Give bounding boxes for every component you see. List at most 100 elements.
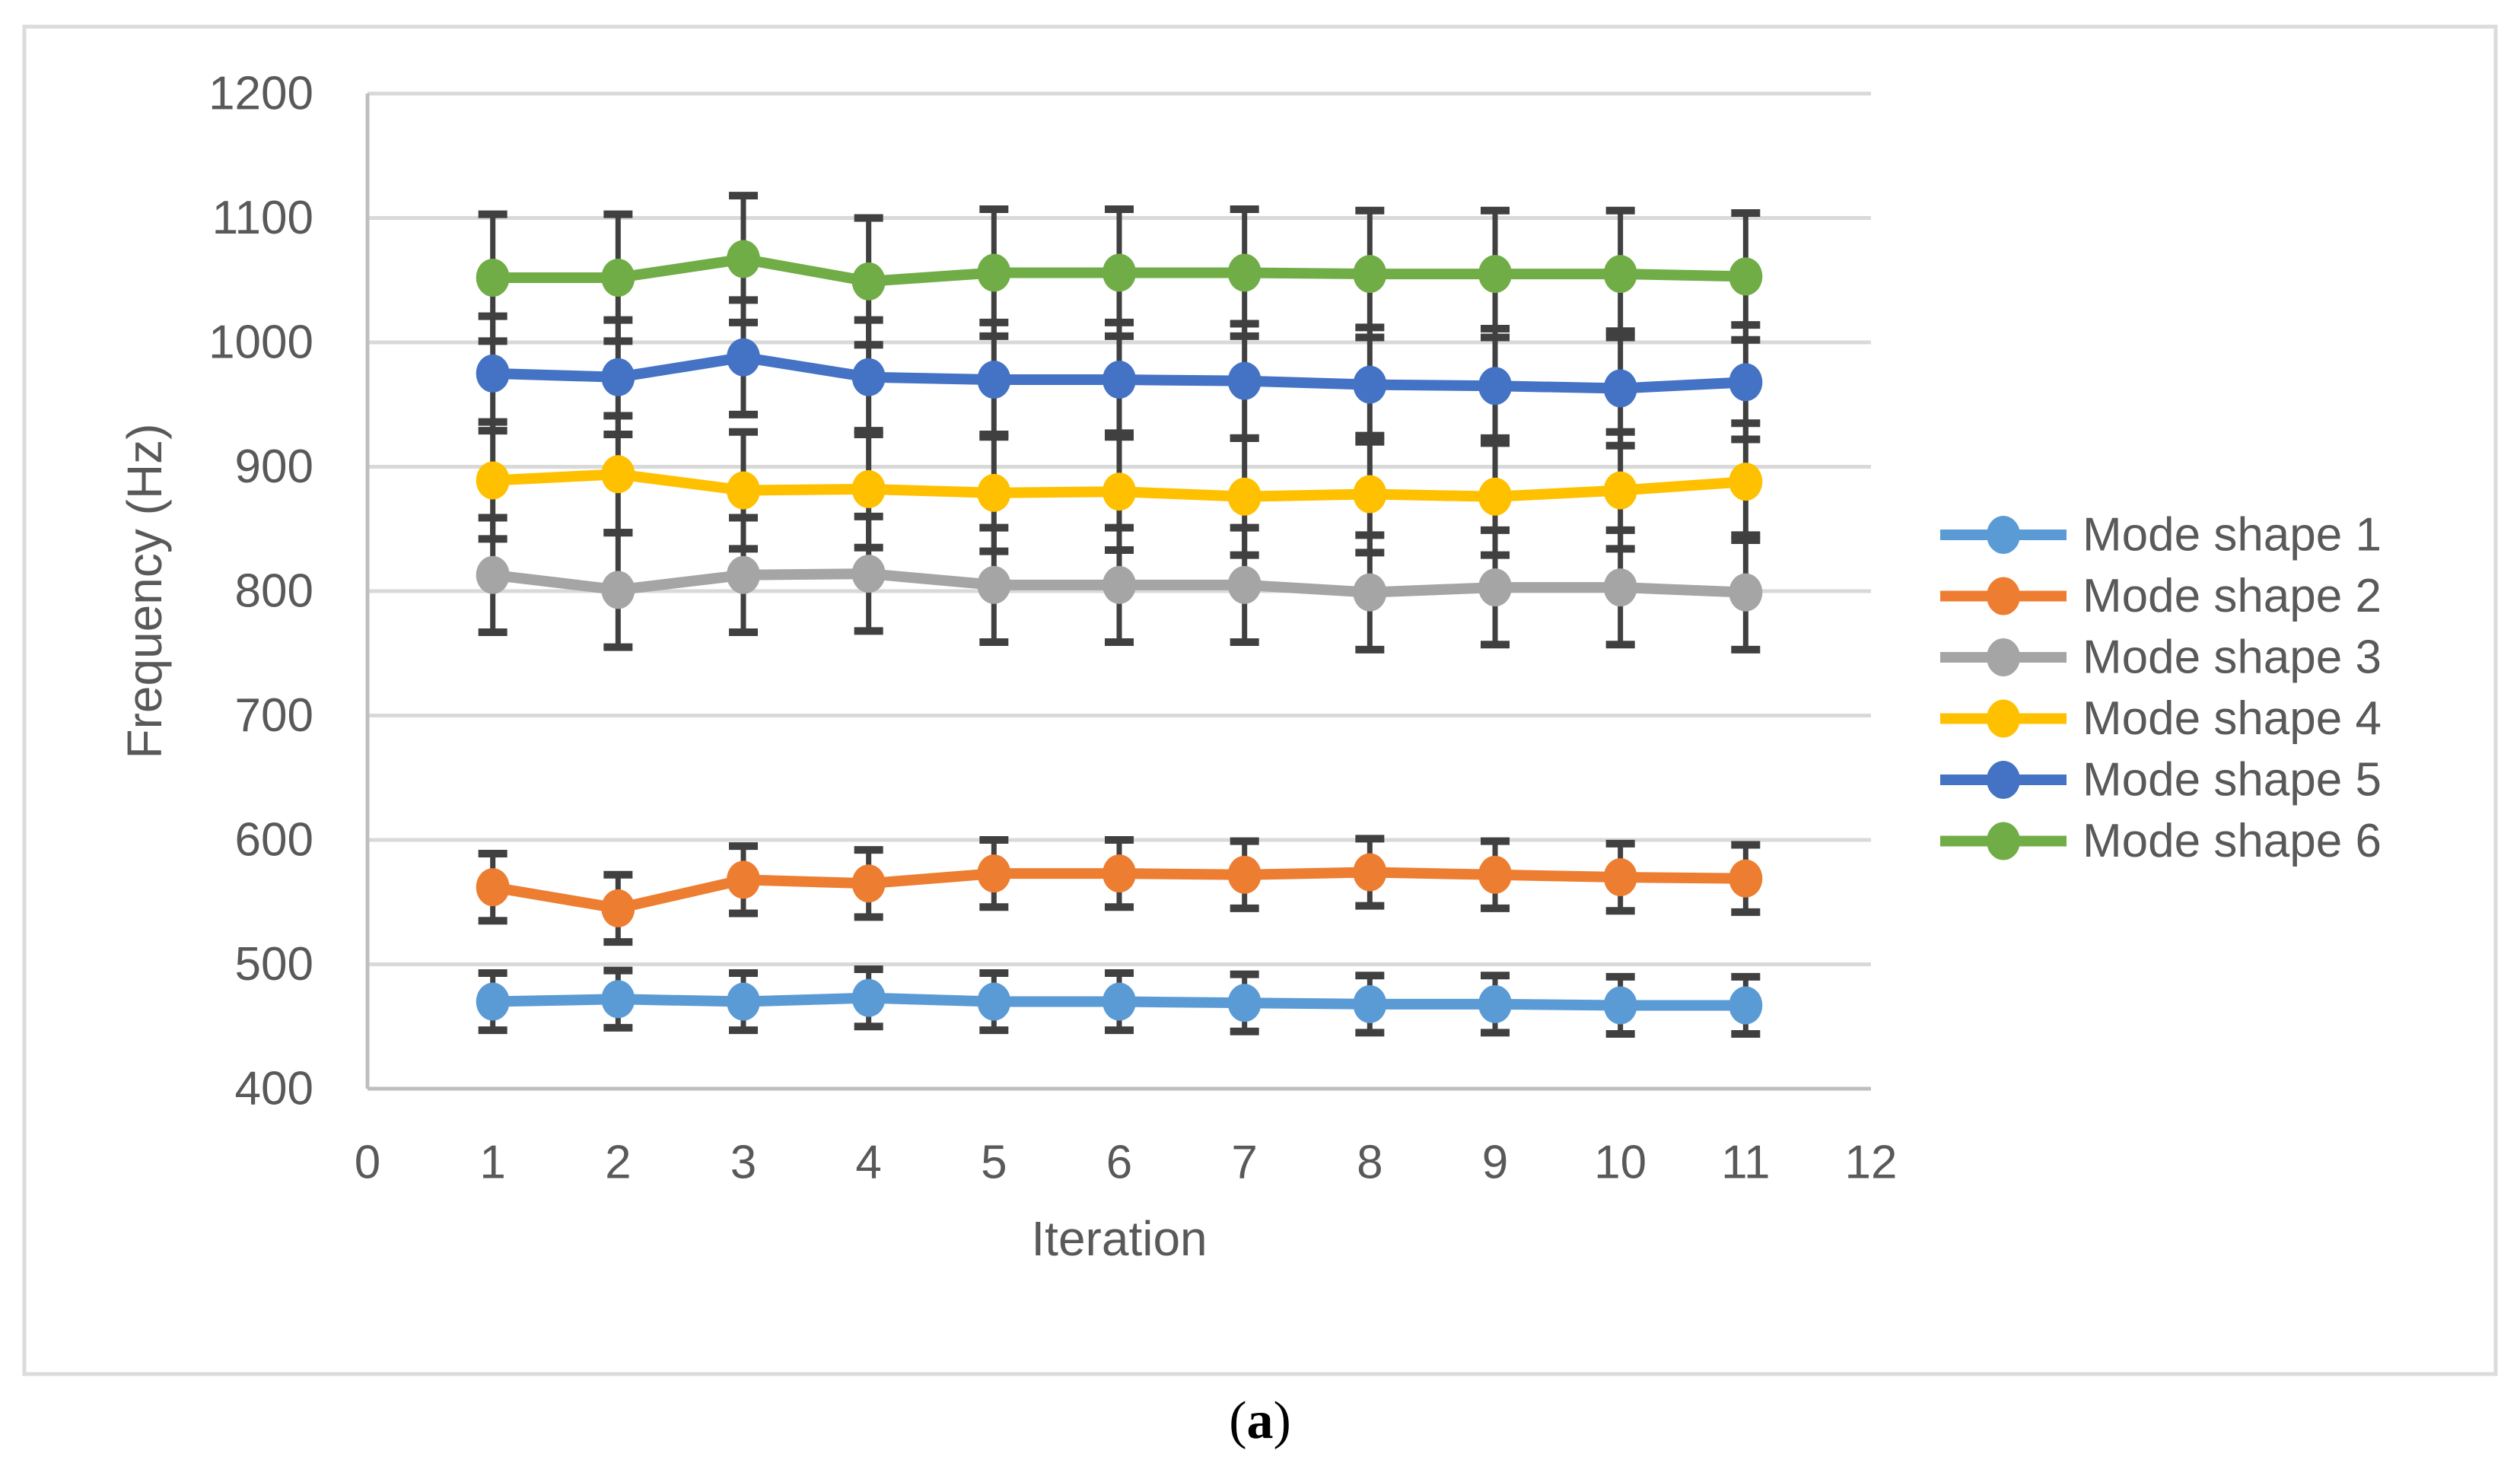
legend-marker-mode-shape-1 — [1987, 516, 2020, 554]
marker-mode-shape-1 — [1603, 986, 1637, 1025]
legend-label-mode-shape-5: Mode shape 5 — [2082, 754, 2382, 806]
x-tick-label: 5 — [981, 1137, 1007, 1189]
panel-label-close: ) — [1273, 1392, 1291, 1450]
marker-mode-shape-4 — [977, 473, 1011, 512]
marker-mode-shape-5 — [1102, 361, 1136, 399]
marker-mode-shape-6 — [727, 240, 760, 278]
marker-mode-shape-5 — [727, 338, 760, 377]
marker-mode-shape-3 — [476, 555, 510, 594]
marker-mode-shape-1 — [851, 978, 886, 1017]
marker-mode-shape-5 — [476, 354, 510, 393]
marker-mode-shape-1 — [476, 982, 510, 1021]
legend-label-mode-shape-6: Mode shape 6 — [2082, 815, 2382, 867]
marker-mode-shape-4 — [601, 455, 635, 494]
marker-mode-shape-2 — [476, 868, 510, 907]
marker-mode-shape-1 — [1478, 984, 1512, 1023]
x-tick-label: 3 — [730, 1137, 756, 1189]
marker-mode-shape-2 — [1729, 859, 1763, 898]
marker-mode-shape-3 — [851, 555, 886, 593]
marker-mode-shape-2 — [601, 889, 635, 927]
marker-mode-shape-4 — [1603, 471, 1637, 510]
marker-mode-shape-5 — [1603, 369, 1637, 408]
legend-marker-mode-shape-5 — [1987, 761, 2020, 799]
legend-label-mode-shape-4: Mode shape 4 — [2082, 692, 2382, 745]
marker-mode-shape-4 — [1102, 472, 1136, 511]
marker-mode-shape-2 — [1353, 853, 1387, 892]
marker-mode-shape-4 — [1729, 463, 1763, 501]
marker-mode-shape-4 — [851, 469, 886, 508]
x-tick-label: 6 — [1106, 1137, 1132, 1189]
marker-mode-shape-6 — [476, 258, 510, 297]
marker-mode-shape-2 — [1102, 854, 1136, 893]
marker-mode-shape-1 — [1227, 984, 1262, 1023]
y-tick-label: 400 — [235, 1063, 313, 1115]
marker-mode-shape-3 — [1603, 568, 1637, 607]
marker-mode-shape-3 — [1102, 565, 1136, 604]
marker-mode-shape-1 — [727, 982, 760, 1021]
marker-mode-shape-3 — [977, 565, 1011, 604]
marker-mode-shape-6 — [1102, 253, 1136, 292]
legend-item-mode-shape-3: Mode shape 3 — [1940, 631, 2382, 684]
marker-mode-shape-2 — [1603, 858, 1637, 897]
x-tick-label: 11 — [1721, 1137, 1770, 1189]
marker-mode-shape-4 — [1227, 477, 1262, 516]
marker-mode-shape-3 — [1353, 573, 1387, 612]
x-tick-label: 9 — [1482, 1137, 1508, 1189]
y-tick-label: 800 — [235, 565, 313, 618]
legend: Mode shape 1 Mode shape 2 Mode shape 3 Mode… — [1940, 509, 2382, 867]
legend-item-mode-shape-6: Mode shape 6 — [1940, 815, 2382, 867]
marker-mode-shape-2 — [1227, 855, 1262, 894]
marker-mode-shape-6 — [601, 258, 635, 297]
marker-mode-shape-3 — [601, 571, 635, 609]
series-mode-shape-5 — [476, 338, 1763, 408]
marker-mode-shape-4 — [727, 471, 760, 510]
x-tick-label: 7 — [1231, 1137, 1257, 1189]
x-tick-label: 12 — [1845, 1137, 1898, 1189]
y-tick-label: 1100 — [212, 192, 313, 244]
legend-label-mode-shape-1: Mode shape 1 — [2082, 509, 2382, 561]
marker-mode-shape-5 — [1227, 361, 1262, 400]
legend-label-mode-shape-2: Mode shape 2 — [2082, 570, 2382, 622]
panel-label-open: ( — [1229, 1392, 1247, 1450]
marker-mode-shape-6 — [1353, 255, 1387, 294]
series-mode-shape-6 — [476, 240, 1763, 301]
y-tick-label: 1000 — [208, 316, 313, 369]
x-tick-label: 1 — [479, 1137, 505, 1189]
series-lines — [476, 240, 1763, 1025]
x-tick-label: 10 — [1594, 1137, 1647, 1189]
marker-mode-shape-5 — [851, 358, 886, 396]
legend-marker-mode-shape-3 — [1987, 638, 2020, 676]
marker-mode-shape-3 — [1227, 565, 1262, 604]
y-tick-label: 700 — [235, 689, 313, 742]
marker-mode-shape-2 — [1478, 855, 1512, 894]
marker-mode-shape-1 — [601, 980, 635, 1019]
marker-mode-shape-1 — [1353, 984, 1387, 1023]
marker-mode-shape-1 — [1102, 982, 1136, 1021]
marker-mode-shape-4 — [1478, 477, 1512, 516]
marker-mode-shape-1 — [977, 982, 1011, 1021]
legend-label-mode-shape-3: Mode shape 3 — [2082, 631, 2382, 684]
marker-mode-shape-6 — [851, 262, 886, 301]
marker-mode-shape-2 — [727, 860, 760, 899]
panel-label-letter: a — [1246, 1392, 1274, 1450]
marker-mode-shape-5 — [1729, 363, 1763, 402]
y-tick-label: 1200 — [208, 68, 313, 120]
panel-label: (a) — [0, 1391, 2520, 1452]
legend-item-mode-shape-5: Mode shape 5 — [1940, 754, 2382, 806]
marker-mode-shape-4 — [1353, 475, 1387, 514]
series-mode-shape-1 — [476, 978, 1763, 1025]
marker-mode-shape-2 — [977, 854, 1011, 893]
legend-item-mode-shape-2: Mode shape 2 — [1940, 570, 2382, 622]
marker-mode-shape-6 — [1478, 255, 1512, 294]
marker-mode-shape-6 — [977, 253, 1011, 292]
marker-mode-shape-1 — [1729, 986, 1763, 1025]
marker-mode-shape-6 — [1729, 257, 1763, 296]
legend-item-mode-shape-4: Mode shape 4 — [1940, 692, 2382, 745]
marker-mode-shape-4 — [476, 461, 510, 500]
x-axis-title: Iteration — [1031, 1211, 1207, 1266]
marker-mode-shape-3 — [1478, 568, 1512, 607]
y-tick-label: 600 — [235, 814, 313, 867]
